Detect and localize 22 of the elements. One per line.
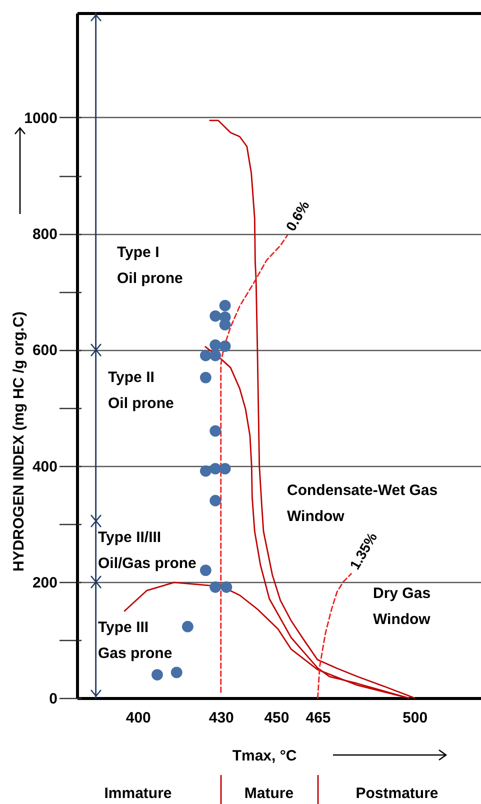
text: Mature bbox=[244, 785, 294, 802]
annotation: Type III Gas prone bbox=[98, 619, 172, 662]
text: Immature bbox=[104, 785, 172, 802]
annotation: Type II/III Oil/Gas prone bbox=[98, 529, 196, 572]
x-tick-label: 450 bbox=[264, 710, 290, 726]
x-tick-label: 500 bbox=[402, 710, 428, 726]
text: Postmature bbox=[356, 785, 438, 802]
annotation: Condensate-Wet Gas Window bbox=[287, 482, 438, 525]
y-tick-label: 1000 bbox=[24, 110, 58, 127]
annotation: Type I Oil prone bbox=[117, 244, 183, 287]
y-tick-label: 200 bbox=[32, 574, 58, 592]
y-tick-label: 0 bbox=[49, 690, 58, 708]
y-axis-title: HYDROGEN INDEX (mg HC /g org.C) bbox=[10, 311, 28, 572]
y-tick-label: 800 bbox=[32, 226, 58, 244]
y-tick-label: 600 bbox=[32, 342, 58, 360]
x-tick-label: 400 bbox=[126, 710, 151, 726]
annotation: Type II Oil prone bbox=[108, 369, 174, 412]
annotation: Dry Gas Window bbox=[373, 585, 431, 628]
x-tick-label: 465 bbox=[306, 710, 331, 726]
x-tick-label: 430 bbox=[208, 710, 234, 726]
y-tick-label: 400 bbox=[32, 458, 58, 476]
x-axis-title: Tmax, °C bbox=[232, 748, 297, 764]
